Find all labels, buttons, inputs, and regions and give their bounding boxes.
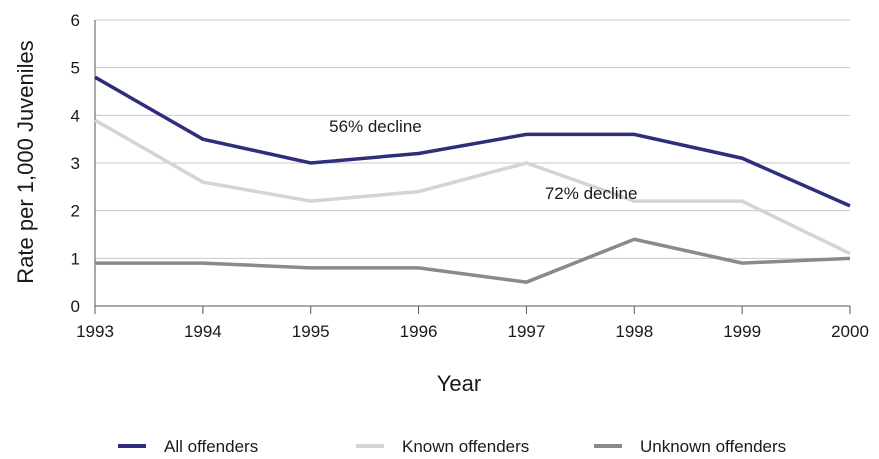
- x-tick-label: 2000: [831, 322, 869, 341]
- series-line-all-offenders: [94, 75, 851, 208]
- y-tick-label: 1: [71, 249, 80, 268]
- series-line-unknown-offenders: [95, 237, 851, 284]
- x-tick-label: 1998: [615, 322, 653, 341]
- y-tick-label: 4: [71, 106, 80, 125]
- y-tick-label: 2: [71, 202, 80, 221]
- x-tick-label: 1993: [76, 322, 114, 341]
- y-axis-title: Rate per 1,000 Juveniles: [13, 40, 38, 283]
- series-line-known-offenders: [94, 118, 851, 256]
- x-tick-label: 1999: [723, 322, 761, 341]
- annotation-label: 72% decline: [545, 184, 638, 203]
- y-tick-label: 6: [71, 11, 80, 30]
- y-tick-label: 3: [71, 154, 80, 173]
- x-tick-label: 1996: [400, 322, 438, 341]
- annotation-label: 56% decline: [329, 117, 422, 136]
- legend-item: Known offenders: [356, 437, 529, 456]
- legend: All offenders Known offenders Unknown offe…: [118, 437, 786, 456]
- legend-label: Known offenders: [402, 437, 529, 456]
- legend-label: All offenders: [164, 437, 258, 456]
- x-tick-labels: 1993 1994 1995 1996 1997 1998 1999 2000: [76, 306, 869, 341]
- y-tick-label: 0: [71, 297, 80, 316]
- x-tick-label: 1997: [508, 322, 546, 341]
- x-tick-label: 1995: [292, 322, 330, 341]
- annotations: 56% decline 72% decline: [329, 117, 637, 203]
- y-tick-labels: 0 1 2 3 4 5 6: [71, 11, 80, 316]
- series-lines: [94, 75, 851, 284]
- legend-item: Unknown offenders: [594, 437, 786, 456]
- y-tick-label: 5: [71, 59, 80, 78]
- x-tick-label: 1994: [184, 322, 222, 341]
- legend-item: All offenders: [118, 437, 258, 456]
- legend-label: Unknown offenders: [640, 437, 786, 456]
- x-axis-title: Year: [437, 371, 481, 396]
- plot-frame: [94, 20, 850, 307]
